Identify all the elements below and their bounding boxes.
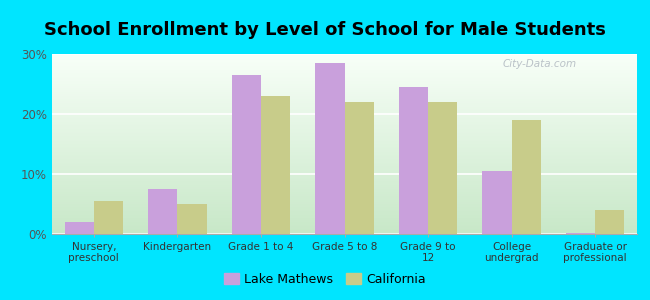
Bar: [94, 201, 123, 234]
Bar: [344, 102, 374, 234]
Bar: [399, 87, 428, 234]
Bar: [64, 222, 94, 234]
Bar: [231, 75, 261, 234]
Bar: [261, 96, 290, 234]
Bar: [177, 204, 207, 234]
Bar: [566, 233, 595, 234]
Text: City-Data.com: City-Data.com: [502, 59, 577, 69]
Bar: [595, 210, 625, 234]
Bar: [512, 120, 541, 234]
Legend: Lake Mathews, California: Lake Mathews, California: [220, 268, 430, 291]
Bar: [482, 171, 512, 234]
Bar: [315, 63, 344, 234]
Bar: [148, 189, 177, 234]
Text: School Enrollment by Level of School for Male Students: School Enrollment by Level of School for…: [44, 21, 606, 39]
Bar: [428, 102, 458, 234]
